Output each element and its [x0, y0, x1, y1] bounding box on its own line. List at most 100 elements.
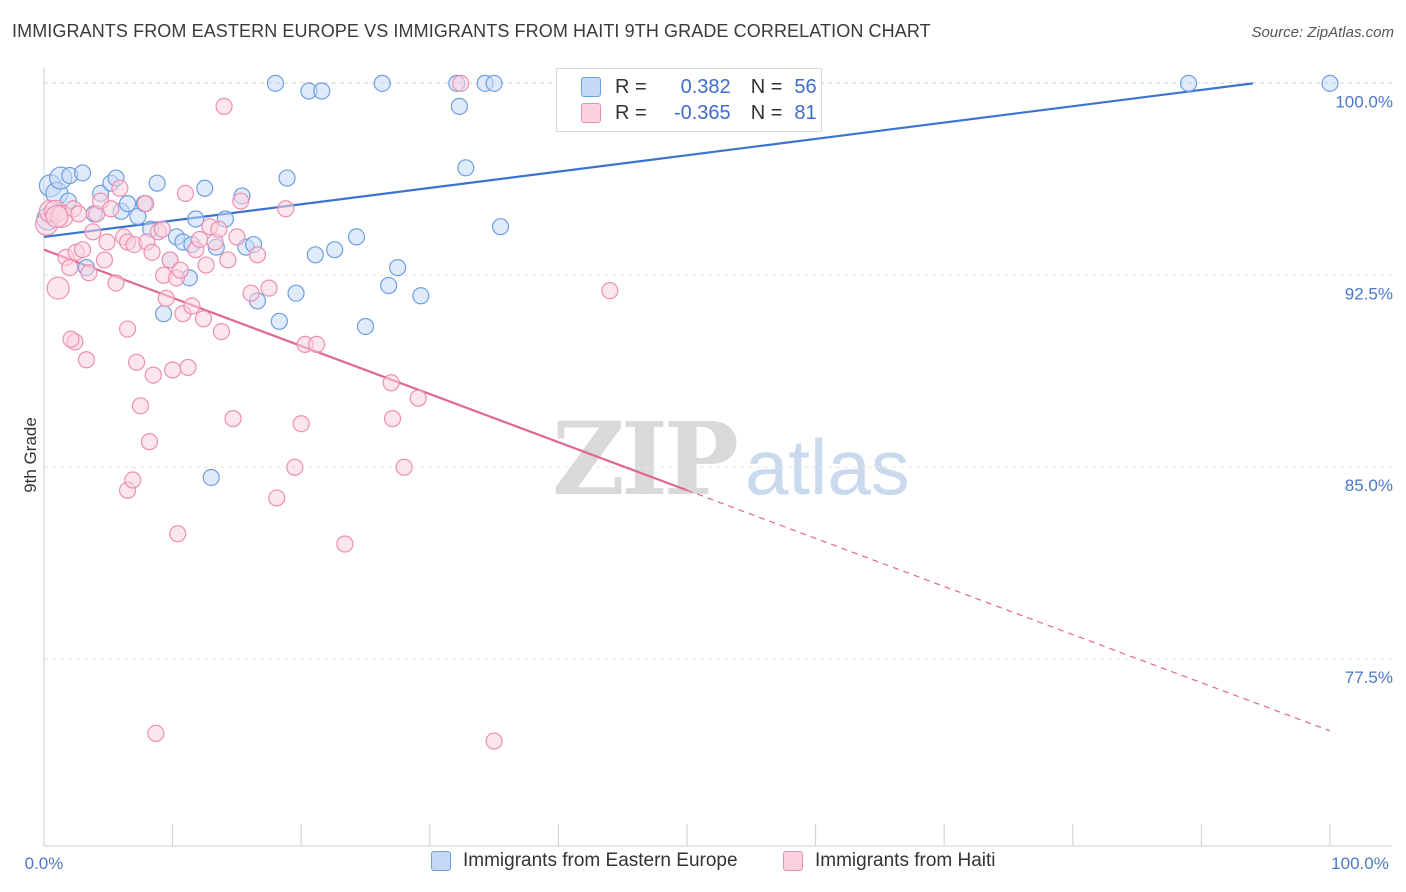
point-haiti	[212, 322, 231, 341]
point-haiti	[45, 204, 69, 229]
point-haiti	[179, 358, 197, 377]
point-eastern-europe	[1321, 74, 1339, 92]
axes	[43, 68, 1392, 847]
legend-row-haiti: R = -0.365 N = 81	[581, 100, 817, 126]
point-haiti	[228, 228, 246, 246]
point-haiti	[176, 184, 195, 203]
point-haiti	[140, 433, 159, 451]
series-label: Immigrants from Eastern Europe	[463, 850, 738, 871]
point-eastern-europe	[450, 97, 468, 115]
point-haiti	[73, 241, 92, 259]
x-tick-label: 0.0%	[25, 854, 64, 873]
legend-n-label: N =	[750, 101, 783, 124]
point-haiti	[219, 251, 237, 269]
point-haiti	[147, 724, 165, 742]
legend-r-value: 0.382	[680, 75, 731, 98]
point-eastern-europe	[148, 174, 166, 192]
point-haiti	[136, 195, 155, 213]
point-haiti	[248, 246, 267, 264]
point-haiti	[171, 261, 189, 279]
point-eastern-europe	[306, 246, 324, 264]
legend-swatch-pink	[581, 103, 601, 123]
point-haiti	[277, 200, 295, 218]
legend-swatch-blue	[581, 77, 601, 97]
point-haiti	[143, 243, 161, 261]
y-tick-label: 85.0%	[1345, 476, 1393, 495]
point-haiti	[452, 74, 470, 92]
legend-r-label: R =	[615, 75, 647, 98]
point-haiti	[183, 297, 201, 315]
trend-line-haiti-extension	[686, 489, 1331, 732]
x-tick-label: 100.0%	[1331, 854, 1389, 873]
point-eastern-europe	[196, 179, 214, 197]
point-haiti	[124, 471, 142, 489]
point-eastern-europe	[187, 210, 205, 228]
series-label: Immigrants from Haiti	[815, 850, 996, 871]
series-legend: Immigrants from Eastern Europe Immigrant…	[0, 850, 1406, 880]
point-eastern-europe	[356, 317, 375, 336]
point-eastern-europe	[202, 468, 220, 487]
point-haiti	[194, 310, 213, 328]
point-haiti	[131, 397, 150, 415]
point-haiti	[395, 458, 413, 476]
point-haiti	[601, 282, 619, 300]
point-haiti	[107, 274, 125, 292]
y-tick-label: 92.5%	[1345, 284, 1393, 303]
point-haiti	[169, 525, 187, 543]
legend-row-eastern-europe: R = 0.382 N = 56	[581, 74, 817, 100]
point-haiti	[157, 289, 175, 307]
point-eastern-europe	[287, 284, 305, 302]
series-legend-eastern-europe[interactable]: Immigrants from Eastern Europe	[431, 850, 738, 872]
series-swatch-blue	[431, 851, 451, 871]
point-eastern-europe	[154, 305, 173, 323]
point-haiti	[62, 330, 80, 348]
point-haiti	[268, 489, 286, 507]
legend-n-label: N =	[750, 75, 783, 98]
point-haiti	[260, 279, 278, 297]
point-haiti	[197, 256, 215, 274]
point-eastern-europe	[389, 259, 407, 277]
point-eastern-europe	[485, 74, 503, 92]
point-eastern-europe	[270, 312, 288, 330]
point-eastern-europe	[412, 287, 430, 305]
point-haiti	[46, 276, 70, 300]
ticks: 77.5% 85.0% 92.5% 100.0% 0.0% 100.0%	[25, 92, 1393, 873]
point-haiti	[308, 335, 326, 353]
gridlines	[44, 81, 1392, 660]
point-haiti	[127, 353, 146, 371]
point-eastern-europe	[380, 276, 398, 295]
point-haiti	[144, 366, 162, 384]
point-haiti	[70, 205, 88, 223]
point-eastern-europe	[326, 241, 344, 259]
point-eastern-europe	[457, 159, 475, 177]
point-haiti	[383, 410, 402, 428]
point-eastern-europe	[373, 74, 391, 92]
legend-n-value: 81	[794, 101, 817, 124]
point-haiti	[485, 732, 503, 750]
legend-r-value: -0.365	[673, 101, 731, 124]
point-eastern-europe	[118, 195, 137, 213]
point-haiti	[382, 374, 400, 392]
data-points	[34, 74, 1339, 750]
point-eastern-europe	[1179, 74, 1198, 92]
point-haiti	[102, 200, 120, 218]
point-eastern-europe	[347, 228, 366, 246]
y-axis-label: 9th Grade	[21, 417, 40, 493]
correlation-legend: R = 0.382 N = 56 R = -0.365 N = 81	[556, 68, 822, 132]
trend-lines	[43, 82, 1331, 732]
point-haiti	[164, 361, 182, 379]
point-haiti	[98, 233, 116, 251]
y-tick-label: 77.5%	[1345, 668, 1393, 687]
point-haiti	[153, 220, 171, 238]
point-eastern-europe	[278, 169, 296, 187]
point-haiti	[409, 389, 427, 407]
point-haiti	[95, 251, 114, 269]
series-legend-haiti[interactable]: Immigrants from Haiti	[783, 850, 996, 872]
point-haiti	[292, 415, 310, 433]
series-swatch-pink	[783, 851, 803, 871]
point-haiti	[210, 220, 228, 238]
point-haiti	[77, 351, 96, 369]
chart-title: IMMIGRANTS FROM EASTERN EUROPE VS IMMIGR…	[12, 21, 931, 41]
point-haiti	[161, 251, 179, 269]
